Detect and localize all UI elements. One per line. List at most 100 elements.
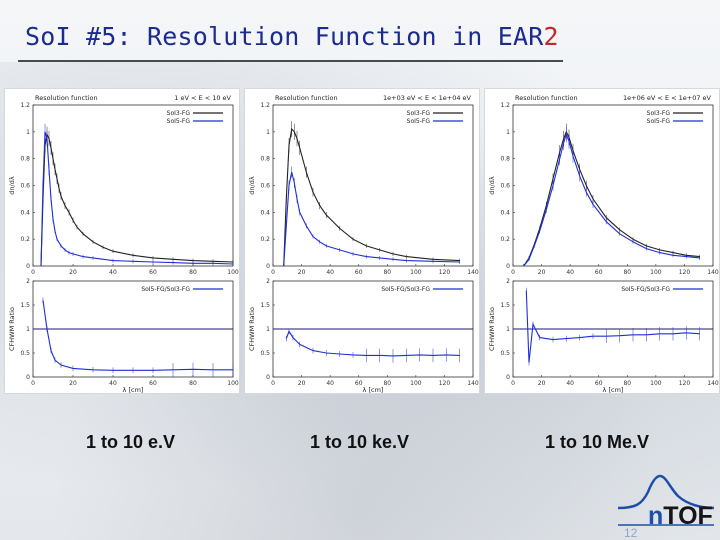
- ratio-x-tick-label: 60: [149, 380, 157, 387]
- page-number: 12: [624, 526, 638, 540]
- y-tick-label: 0: [266, 263, 270, 270]
- y-tick-label: 1: [506, 129, 510, 136]
- ntof-logo-text: nTOF: [648, 502, 713, 531]
- x-tick-label: 80: [189, 269, 197, 276]
- caption-1-to-10-kev: 1 to 10 ke.V: [310, 432, 410, 452]
- ratio-y-axis-label: CFHWM Ratio: [248, 307, 256, 351]
- chart-panel-1-to-10-mev: Resolution function 1e+06 eV < E < 1e+07 …: [484, 88, 720, 394]
- ratio-y-tick-label: 1.5: [20, 302, 30, 309]
- ratio-y-tick-label: 2: [266, 278, 270, 285]
- energy-range-label: 1e+03 eV < E < 1e+04 eV: [383, 94, 472, 102]
- x-tick-label: 120: [679, 269, 691, 276]
- ratio-y-tick-label: 1: [266, 326, 270, 333]
- series-line-soi5-fg: [40, 131, 234, 267]
- series-line-soi3-fg: [40, 132, 234, 267]
- y-axis-label: dn/dλ: [248, 176, 256, 195]
- x-axis-label: λ [cm]: [363, 386, 384, 394]
- legend-label-soi5-fg: SoI5-FG: [167, 118, 191, 125]
- ratio-x-tick-label: 100: [410, 380, 422, 387]
- ratio-x-tick-label: 120: [679, 380, 691, 387]
- ratio-x-tick-label: 40: [566, 380, 574, 387]
- ratio-y-tick-label: 0.5: [260, 350, 270, 357]
- x-axis-label: λ [cm]: [603, 386, 624, 394]
- chart-title: Resolution function: [515, 94, 578, 102]
- ratio-y-tick-label: 1: [26, 326, 30, 333]
- ratio-y-tick-label: 1: [506, 326, 510, 333]
- y-tick-label: 0.8: [260, 156, 270, 163]
- ratio-y-tick-label: 0: [26, 374, 30, 381]
- x-tick-label: 100: [227, 269, 239, 276]
- x-tick-label: 20: [298, 269, 306, 276]
- y-tick-label: 0.2: [500, 236, 510, 243]
- ratio-x-tick-label: 40: [326, 380, 334, 387]
- energy-range-label: 1 eV < E < 10 eV: [174, 94, 231, 102]
- x-tick-label: 60: [149, 269, 157, 276]
- ratio-x-tick-label: 0: [271, 380, 275, 387]
- x-tick-label: 140: [467, 269, 479, 276]
- ratio-y-tick-label: 1.5: [500, 302, 510, 309]
- ratio-x-tick-label: 80: [383, 380, 391, 387]
- y-tick-label: 1.2: [20, 102, 30, 109]
- ratio-y-tick-label: 0.5: [500, 350, 510, 357]
- ratio-series-line: [42, 300, 233, 371]
- x-tick-label: 60: [595, 269, 603, 276]
- x-tick-label: 140: [707, 269, 719, 276]
- ratio-x-tick-label: 100: [650, 380, 662, 387]
- ratio-legend-label: SoI5-FG/SoI3-FG: [381, 286, 430, 293]
- ratio-x-tick-label: 0: [511, 380, 515, 387]
- x-tick-label: 60: [355, 269, 363, 276]
- ratio-x-tick-label: 100: [227, 380, 239, 387]
- chart-2-svg: Resolution function 1e+03 eV < E < 1e+04 …: [248, 94, 479, 394]
- title-underline: [18, 60, 563, 62]
- main-plot-frame: [272, 104, 474, 267]
- y-tick-label: 0.6: [500, 183, 510, 190]
- ratio-x-tick-label: 60: [355, 380, 363, 387]
- ratio-x-tick-label: 40: [109, 380, 117, 387]
- ratio-y-tick-label: 0.5: [20, 350, 30, 357]
- ratio-x-tick-label: 20: [538, 380, 546, 387]
- ratio-x-tick-label: 20: [298, 380, 306, 387]
- y-tick-label: 0.6: [20, 183, 30, 190]
- chart-1-svg: Resolution function 1 eV < E < 10 eV00202…: [8, 94, 239, 394]
- ratio-x-tick-label: 80: [189, 380, 197, 387]
- y-tick-label: 1.2: [260, 102, 270, 109]
- x-tick-label: 120: [439, 269, 451, 276]
- ratio-legend-label: SoI5-FG/SoI3-FG: [141, 286, 190, 293]
- energy-range-label: 1e+06 eV < E < 1e+07 eV: [623, 94, 712, 102]
- y-tick-label: 0.8: [500, 156, 510, 163]
- slide-title: SoI #5: Resolution Function in EAR2: [25, 22, 559, 51]
- series-line-soi5-fg: [283, 171, 460, 267]
- y-axis-label: dn/dλ: [488, 176, 496, 195]
- x-tick-label: 100: [650, 269, 662, 276]
- ratio-y-tick-label: 0: [506, 374, 510, 381]
- caption-1-to-10-ev: 1 to 10 e.V: [86, 432, 176, 452]
- ntof-logo-suffix: TOF: [663, 502, 713, 530]
- ratio-y-tick-label: 0: [266, 374, 270, 381]
- chart-3-svg: Resolution function 1e+06 eV < E < 1e+07 …: [488, 94, 719, 394]
- x-tick-label: 100: [410, 269, 422, 276]
- x-tick-label: 40: [109, 269, 117, 276]
- legend-label-soi3-fg: SoI3-FG: [407, 110, 431, 117]
- ratio-y-axis-label: CFHWM Ratio: [8, 307, 16, 351]
- x-tick-label: 0: [271, 269, 275, 276]
- ratio-x-tick-label: 0: [31, 380, 35, 387]
- x-tick-label: 40: [566, 269, 574, 276]
- y-tick-label: 0: [26, 263, 30, 270]
- chart-title: Resolution function: [275, 94, 338, 102]
- y-tick-label: 0.2: [260, 236, 270, 243]
- legend-label-soi5-fg: SoI5-FG: [647, 118, 671, 125]
- series-line-soi3-fg: [283, 127, 460, 267]
- y-tick-label: 0.8: [20, 156, 30, 163]
- y-tick-label: 0.4: [20, 209, 30, 216]
- x-tick-label: 20: [538, 269, 546, 276]
- ratio-x-tick-label: 140: [467, 380, 479, 387]
- y-tick-label: 1.2: [500, 102, 510, 109]
- legend-label-soi5-fg: SoI5-FG: [407, 118, 431, 125]
- main-plot-frame: [512, 104, 714, 267]
- slide-title-accent: 2: [543, 22, 559, 51]
- x-tick-label: 80: [383, 269, 391, 276]
- x-tick-label: 0: [31, 269, 35, 276]
- y-tick-label: 0: [506, 263, 510, 270]
- x-tick-label: 40: [326, 269, 334, 276]
- y-tick-label: 0.4: [500, 209, 510, 216]
